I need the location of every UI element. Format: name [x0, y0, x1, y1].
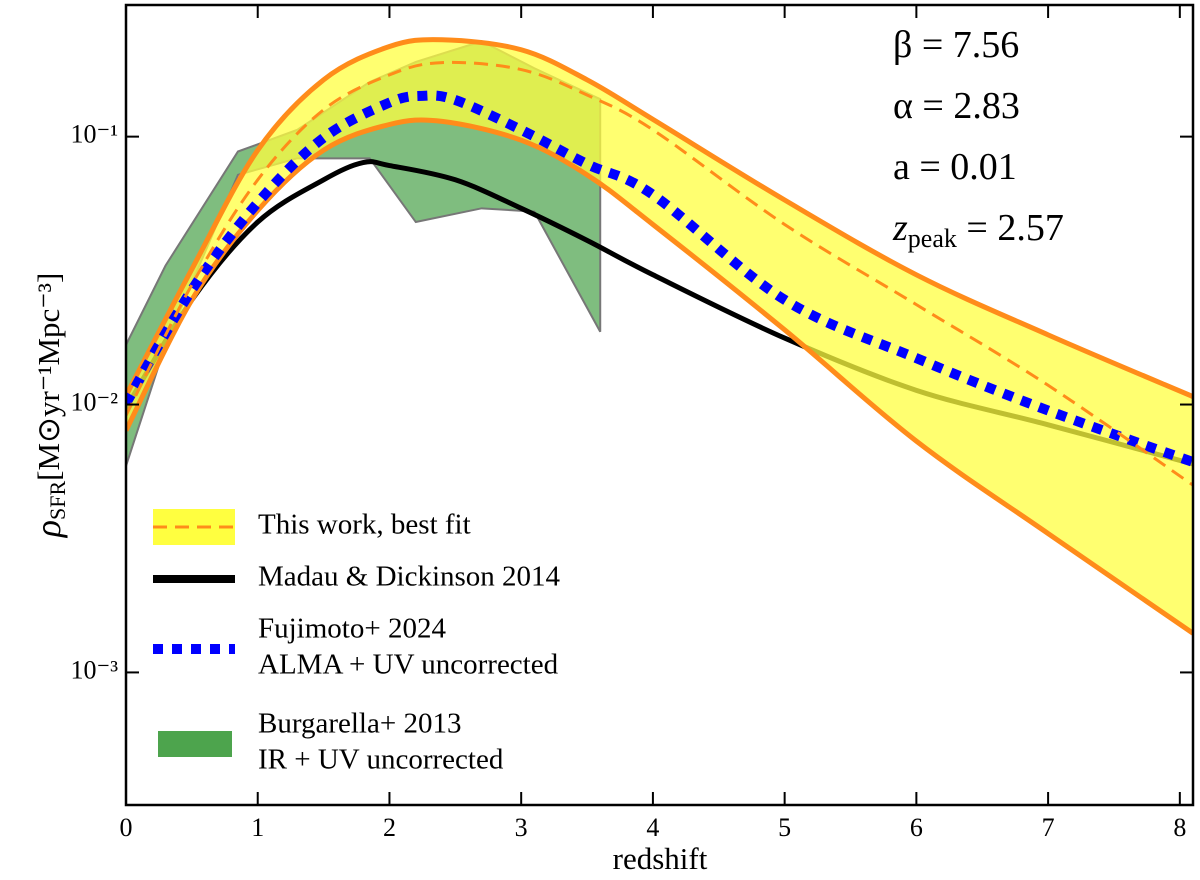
- x-tick-label: 8: [1173, 813, 1186, 842]
- annotation-text: a = 0.01: [893, 146, 1017, 188]
- y-axis-label: ρSFR[M⊙yr⁻¹Mpc⁻³]: [28, 273, 70, 539]
- y-label-rest: [M⊙yr⁻¹Mpc⁻³]: [31, 273, 66, 481]
- band-upper-edge: [126, 37, 1193, 399]
- x-tick-label: 2: [383, 813, 396, 842]
- annotation-text: β = 7.56: [893, 24, 1019, 66]
- x-tick-label: 3: [515, 813, 528, 842]
- y-tick-label: 10⁻¹: [70, 120, 118, 149]
- y-label-sub: SFR: [45, 481, 70, 520]
- legend-label: This work, best fit: [258, 509, 471, 541]
- legend-label: Madau & Dickinson 2014: [258, 561, 561, 593]
- x-axis-label: redshift: [613, 841, 708, 876]
- y-tick-label: 10⁻²: [70, 388, 118, 417]
- dashed-line: [126, 60, 1193, 487]
- legend-label: Burgarella+ 2013: [258, 708, 461, 740]
- x-tick-label: 7: [1042, 813, 1055, 842]
- x-tick-label: 1: [251, 813, 264, 842]
- annotation-rest: = 2.57: [957, 207, 1064, 249]
- annotation: α = 2.83: [893, 85, 1020, 127]
- legend-label: Fujimoto+ 2024: [258, 613, 446, 645]
- x-tick-label: 6: [910, 813, 923, 842]
- confidence-band: [126, 39, 1193, 634]
- axes: 0 1 2 3 4 5 6 7 8 10⁻¹ 10⁻² 10⁻³ β = 7.56 α = 2.83 a =…: [70, 3, 1195, 842]
- legend-note: IR + UV uncorrected: [258, 744, 504, 776]
- legend-note: ALMA + UV uncorrected: [258, 649, 559, 681]
- x-tick-label: 0: [120, 813, 133, 842]
- annotation: a = 0.01: [893, 146, 1017, 188]
- y-label-symbol: ρ: [28, 520, 68, 538]
- x-tick-label: 4: [646, 813, 659, 842]
- x-tick-label: 5: [778, 813, 791, 842]
- legend-swatch: [158, 731, 232, 757]
- annotation-sub: peak: [908, 224, 957, 253]
- plot-area: [126, 37, 1193, 636]
- y-tick-label: 10⁻³: [70, 655, 118, 684]
- annotation-text: α = 2.83: [893, 85, 1020, 127]
- annotation: zpeak = 2.57: [892, 207, 1064, 253]
- annotation-symbol: z: [892, 207, 908, 249]
- annotation: β = 7.56: [893, 24, 1019, 66]
- band-lower-edge: [126, 117, 1193, 636]
- legend: This work, best fit Madau & Dickinson 201…: [153, 509, 561, 776]
